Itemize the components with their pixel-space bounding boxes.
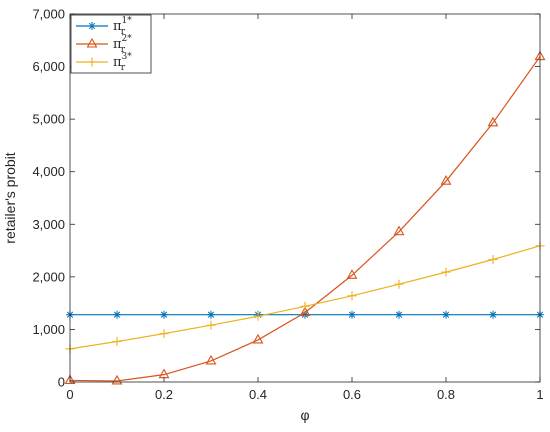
series-2-point bbox=[487, 116, 499, 127]
series-1-point bbox=[395, 310, 403, 319]
legend-label: π3* r bbox=[113, 52, 132, 73]
y-tick-label: 2,000 bbox=[32, 269, 65, 284]
x-tick-label: 1 bbox=[536, 387, 543, 402]
series-2-point bbox=[299, 306, 311, 317]
axes-box bbox=[69, 13, 541, 383]
series-1-point bbox=[207, 310, 215, 319]
x-tick-label: 0.2 bbox=[155, 387, 173, 402]
series-3-point bbox=[394, 279, 404, 289]
series-3-point bbox=[488, 255, 498, 265]
legend-label: π1* r bbox=[113, 16, 132, 37]
series-2-point bbox=[64, 374, 76, 384]
series-3-point bbox=[441, 267, 451, 277]
y-tick-label: 3,000 bbox=[32, 217, 65, 232]
series-2-point bbox=[111, 374, 123, 385]
y-tick-label: 0 bbox=[58, 375, 65, 390]
series-3-point bbox=[347, 291, 357, 301]
legend-swatch-marker bbox=[88, 22, 96, 30]
series-3-point bbox=[206, 320, 216, 330]
chart-marks bbox=[64, 50, 546, 385]
series-3-point bbox=[159, 329, 169, 339]
x-tick-label: 0 bbox=[66, 387, 73, 402]
series-2-point bbox=[440, 175, 452, 185]
legend: π1* rπ2* rπ3* r bbox=[70, 14, 152, 74]
series-3-point bbox=[300, 301, 310, 311]
series-1-point bbox=[489, 310, 497, 319]
legend-swatch-marker bbox=[87, 57, 97, 67]
series-1-point bbox=[442, 310, 450, 319]
legend-swatch-marker bbox=[86, 37, 98, 48]
legend-entry-2: π2* r bbox=[76, 34, 132, 55]
series-1-point bbox=[160, 310, 168, 319]
y-tick-label: 5,000 bbox=[32, 112, 65, 127]
series-3-point bbox=[112, 337, 122, 347]
x-tick-label: 0.6 bbox=[343, 387, 361, 402]
legend-entry-1: π1* r bbox=[76, 16, 132, 37]
y-axis-label: retailer's probit bbox=[2, 152, 18, 243]
y-tick-label: 1,000 bbox=[32, 322, 65, 337]
x-tick-label: 0.4 bbox=[249, 387, 267, 402]
series-1-point bbox=[348, 310, 356, 319]
series-3 bbox=[65, 241, 545, 354]
x-tick-label: 0.8 bbox=[437, 387, 455, 402]
series-2-point bbox=[346, 269, 358, 279]
series-2-point bbox=[205, 354, 217, 365]
legend-entry-3: π3* r bbox=[76, 52, 132, 73]
y-tick-label: 6,000 bbox=[32, 59, 65, 74]
legend-label: π2* r bbox=[113, 34, 132, 55]
series-2-line bbox=[69, 56, 541, 382]
series-2-point bbox=[252, 333, 264, 344]
y-tick-label: 4,000 bbox=[32, 164, 65, 179]
plot-area bbox=[70, 14, 540, 382]
x-axis-label: φ bbox=[300, 407, 309, 423]
chart-axes: 0 0.2 0.4 0.6 0.8 1 0 1,000 2,000 3,000 4,000 5,000… bbox=[32, 7, 543, 403]
series-2-point bbox=[393, 225, 405, 236]
series-1-point bbox=[113, 310, 121, 319]
y-tick-label: 7,000 bbox=[32, 7, 65, 22]
series-3-point bbox=[253, 311, 263, 321]
